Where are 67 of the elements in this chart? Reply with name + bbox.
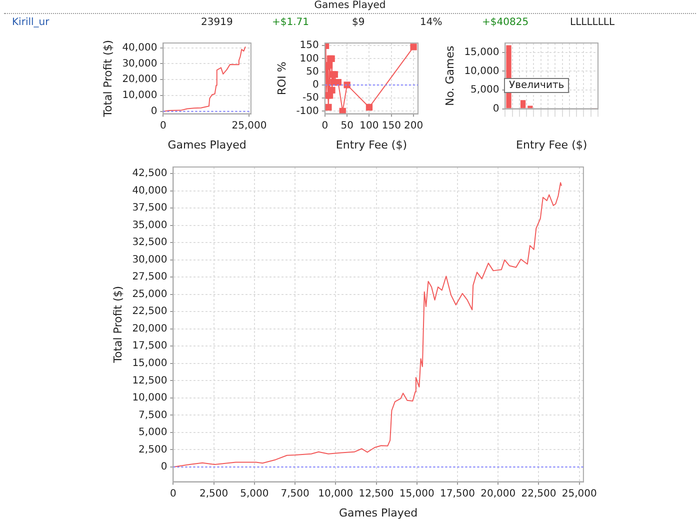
y-axis-title: Total Profit ($) (111, 286, 124, 364)
text: $9 (352, 17, 365, 28)
y-tick-label: 20,000 (122, 74, 158, 86)
y-tick-label: 37,500 (132, 202, 168, 214)
x-tick-label: 50 (340, 120, 354, 132)
x-tick-label: 100 (360, 120, 379, 132)
x-axis-title: Entry Fee ($) (516, 138, 588, 152)
x-tick-label: 150 (382, 120, 401, 132)
y-tick-label: 42,500 (132, 168, 168, 180)
y-axis-title: ROI % (275, 62, 288, 96)
y-tick-label: -100 (296, 106, 319, 117)
x-tick-label: 10,000 (318, 488, 354, 500)
y-axis-title: No. Games (443, 46, 456, 106)
text: +$1.71 (272, 17, 310, 28)
y-tick-label: 25,000 (132, 288, 168, 300)
x-axis-title: Games Played (168, 138, 246, 152)
x-tick-label: 25,000 (232, 120, 267, 132)
x-tick-label: 12,500 (358, 488, 394, 500)
x-axis-title: Games Played (338, 506, 418, 520)
x-tick-label: 15,000 (399, 488, 434, 500)
text: +$40825 (482, 17, 529, 28)
y-tick-label: 0 (150, 106, 158, 118)
y-tick-label: 15,000 (132, 358, 168, 369)
y-tick-label: 5,000 (470, 84, 500, 96)
y-tick-label: 12,500 (132, 375, 168, 386)
x-tick-label: 200 (404, 120, 424, 132)
text: Kirill_ur (12, 17, 50, 28)
y-tick-label: -50 (302, 92, 319, 104)
y-tick-label: 30,000 (122, 58, 158, 70)
y-tick-label: 40,000 (122, 42, 158, 54)
y-tick-label: 7,500 (138, 410, 168, 421)
annotation: Увеличить (504, 78, 570, 93)
text: 23919 (201, 17, 233, 28)
y-tick-label: 40,000 (132, 185, 168, 196)
text: 14% (420, 17, 442, 28)
x-tick-label: 25,000 (562, 488, 597, 500)
y-tick-label: 100 (300, 53, 319, 64)
y-tick-label: 10,000 (122, 90, 158, 102)
y-tick-label: 20,000 (132, 323, 168, 334)
x-tick-label: 0 (170, 488, 176, 500)
y-tick-label: 0 (492, 103, 500, 114)
y-tick-label: 10,000 (464, 66, 500, 77)
y-tick-label: 22,500 (132, 306, 168, 318)
y-tick-label: 17,500 (132, 340, 168, 352)
y-tick-label: 30,000 (132, 254, 168, 266)
x-tick-label: 2,500 (199, 488, 228, 500)
x-tick-label: 22,500 (521, 488, 556, 500)
y-tick-label: 10,000 (132, 392, 168, 404)
y-tick-label: 5,000 (138, 427, 168, 438)
y-tick-label: 27,500 (132, 272, 168, 283)
y-tick-label: 150 (300, 40, 319, 52)
x-tick-label: 5,000 (240, 488, 269, 500)
text: Games Played (313, 0, 387, 11)
y-tick-label: 15,000 (464, 46, 500, 58)
y-tick-label: 0 (312, 80, 319, 91)
x-axis-title: Entry Fee ($) (336, 138, 407, 152)
y-tick-label: 35,000 (132, 220, 168, 231)
y-tick-label: 50 (306, 66, 319, 78)
x-tick-label: 20,000 (480, 488, 516, 500)
y-tick-label: 32,500 (132, 237, 168, 248)
x-tick-label: 7,500 (280, 488, 310, 500)
x-tick-label: 0 (322, 120, 328, 132)
text: LLLLLLLL (570, 17, 615, 28)
y-tick-label: 2,500 (138, 444, 168, 456)
y-tick-label: 0 (160, 462, 168, 473)
y-axis-title: Total Profit ($) (101, 40, 114, 118)
x-tick-label: 17,500 (440, 488, 476, 500)
